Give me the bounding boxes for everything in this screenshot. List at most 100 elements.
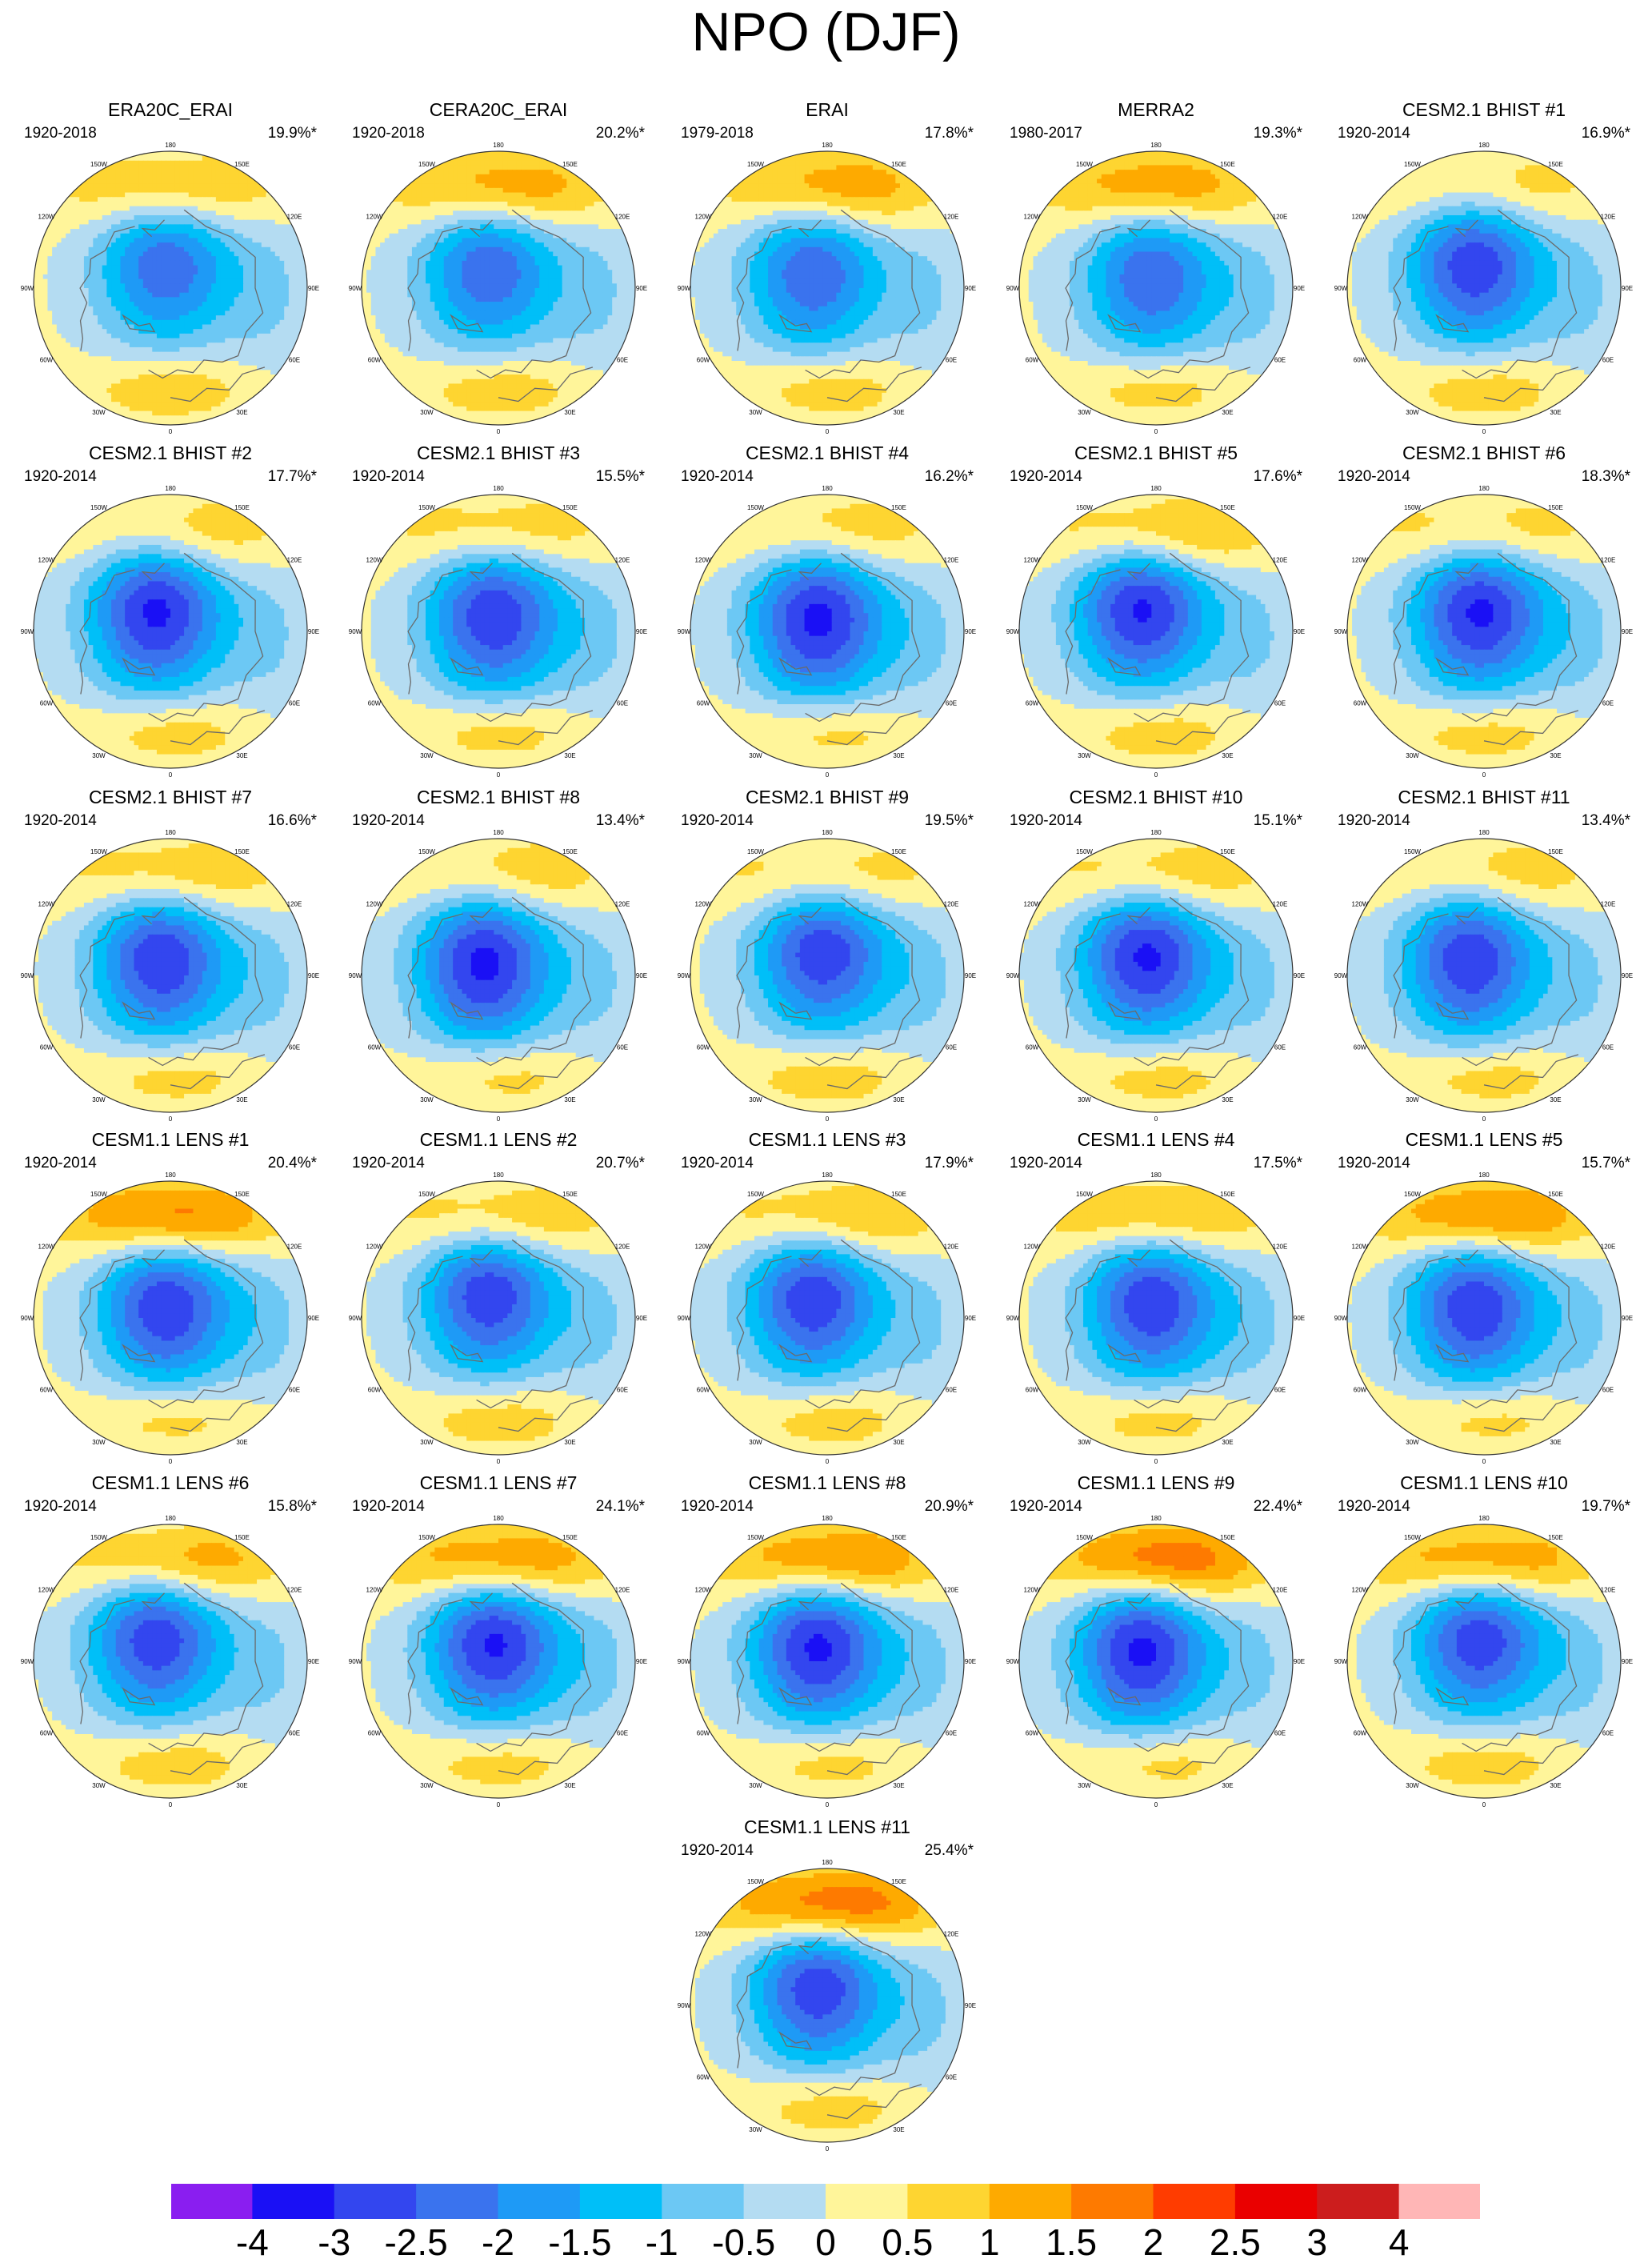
longitude-label: 90E xyxy=(1622,1658,1633,1665)
colorbar-tick-label: 0 xyxy=(790,2223,862,2261)
longitude-label: 30E xyxy=(236,1782,247,1789)
panel-variance: 13.4%* xyxy=(596,812,645,830)
longitude-label: 60E xyxy=(289,1044,300,1051)
longitude-label: 30W xyxy=(420,1439,434,1446)
longitude-label: 120W xyxy=(1024,1244,1041,1251)
longitude-label: 30W xyxy=(1406,752,1419,759)
longitude-label: 120W xyxy=(1024,1587,1041,1594)
longitude-label: 60E xyxy=(946,2074,957,2081)
longitude-label: 30W xyxy=(420,1782,434,1789)
panel-variance: 22.4%* xyxy=(1254,1498,1302,1516)
longitude-label: 120W xyxy=(38,214,55,221)
longitude-label: 150W xyxy=(1076,161,1093,168)
longitude-label: 120E xyxy=(287,214,302,221)
colorbar-tick-label: -1 xyxy=(626,2223,698,2261)
longitude-label: 30E xyxy=(893,2126,904,2133)
longitude-label: 60W xyxy=(697,357,710,364)
panel-variance: 16.2%* xyxy=(925,468,974,486)
colorbar-tick-label: -0.5 xyxy=(708,2223,780,2261)
longitude-label: 150W xyxy=(1076,504,1093,511)
panel-period: 1920-2014 xyxy=(24,1155,97,1172)
longitude-label: 30E xyxy=(564,1439,575,1446)
longitude-label: 60W xyxy=(697,1387,710,1394)
panel-title: CESM2.1 BHIST #10 xyxy=(992,787,1320,807)
longitude-label: 120W xyxy=(366,1587,383,1594)
panel-title: CESM1.1 LENS #2 xyxy=(334,1129,662,1150)
longitude-label: 30W xyxy=(749,752,762,759)
longitude-label: 60E xyxy=(617,700,628,707)
longitude-label: 60E xyxy=(617,1387,628,1394)
longitude-label: 150W xyxy=(90,1534,107,1541)
figure-title: NPO (DJF) xyxy=(0,3,1652,61)
longitude-label: 60E xyxy=(1602,700,1614,707)
panel-period: 1920-2014 xyxy=(681,812,754,830)
longitude-label: 180 xyxy=(1150,142,1162,149)
panel-period: 1979-2018 xyxy=(681,125,754,142)
longitude-label: 120W xyxy=(38,557,55,564)
longitude-label: 180 xyxy=(493,1516,504,1522)
longitude-label: 30E xyxy=(1550,752,1561,759)
longitude-label: 30W xyxy=(92,1439,106,1446)
colorbar-swatch xyxy=(580,2183,662,2220)
longitude-label: 60E xyxy=(946,1387,957,1394)
longitude-label: 90W xyxy=(1334,1315,1348,1322)
colorbar-swatch xyxy=(252,2183,334,2220)
longitude-label: 0 xyxy=(169,1801,173,1807)
longitude-label: 120W xyxy=(366,214,383,221)
longitude-label: 90E xyxy=(1294,972,1305,979)
longitude-label: 150W xyxy=(1404,1191,1421,1198)
colorbar-tick-label: 0.5 xyxy=(871,2223,943,2261)
panel-period: 1920-2014 xyxy=(1338,468,1410,486)
longitude-label: 150W xyxy=(90,1191,107,1198)
longitude-label: 90W xyxy=(1006,972,1020,979)
longitude-label: 0 xyxy=(497,1458,501,1464)
panel-variance: 19.5%* xyxy=(925,812,974,830)
longitude-label: 60E xyxy=(289,1387,300,1394)
longitude-label: 150W xyxy=(1076,1534,1093,1541)
longitude-label: 30W xyxy=(420,409,434,416)
longitude-label: 180 xyxy=(165,142,176,149)
longitude-label: 60E xyxy=(1274,1387,1286,1394)
panel-variance: 16.6%* xyxy=(268,812,317,830)
longitude-label: 90E xyxy=(636,972,647,979)
panel-period: 1920-2014 xyxy=(1010,1498,1082,1516)
longitude-label: 30E xyxy=(236,409,247,416)
longitude-label: 90W xyxy=(349,1315,362,1322)
longitude-label: 120E xyxy=(1601,901,1616,908)
longitude-label: 180 xyxy=(165,830,176,836)
longitude-label: 120W xyxy=(1352,1244,1369,1251)
longitude-label: 30W xyxy=(1406,1782,1419,1789)
panel-variance: 20.9%* xyxy=(925,1498,974,1516)
longitude-label: 150W xyxy=(747,1534,764,1541)
panel-period: 1920-2014 xyxy=(681,468,754,486)
longitude-label: 30W xyxy=(1078,409,1091,416)
longitude-label: 60W xyxy=(1026,1044,1039,1051)
longitude-label: 90W xyxy=(21,628,34,635)
longitude-label: 120E xyxy=(615,214,630,221)
longitude-label: 0 xyxy=(169,428,173,434)
colorbar-swatch xyxy=(662,2183,744,2220)
panel-variance: 17.8%* xyxy=(925,125,974,142)
longitude-label: 180 xyxy=(1150,830,1162,836)
panel-title: CESM1.1 LENS #6 xyxy=(6,1472,334,1493)
colorbar-swatch xyxy=(416,2183,498,2220)
longitude-label: 150W xyxy=(90,504,107,511)
longitude-label: 0 xyxy=(497,771,501,777)
longitude-label: 90E xyxy=(636,628,647,635)
panel-period: 1920-2014 xyxy=(24,812,97,830)
longitude-label: 180 xyxy=(165,486,176,492)
